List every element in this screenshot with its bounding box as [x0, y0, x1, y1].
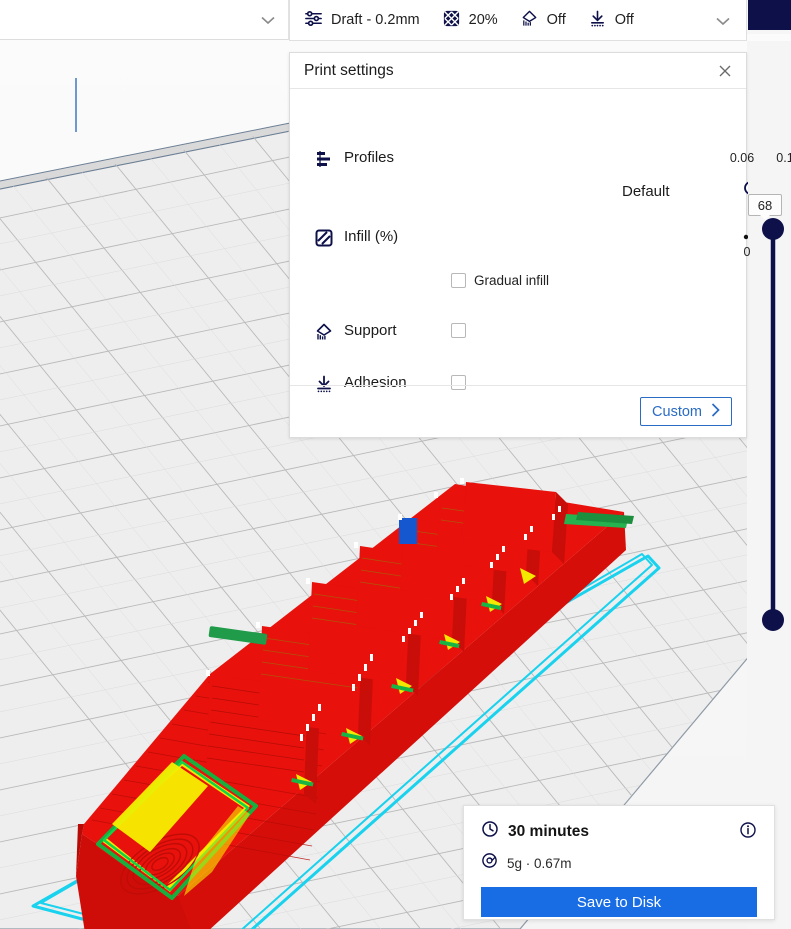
adhesion-label: Adhesion	[344, 374, 407, 391]
summary-infill-label: 20%	[468, 12, 498, 28]
adhesion-checkbox[interactable]	[451, 375, 466, 390]
print-job-info-card: 30 minutes 5g · 0.67m Save to Disk	[463, 805, 775, 920]
profiles-row-icon	[314, 149, 334, 169]
summary-support[interactable]: Off	[520, 9, 566, 32]
profile-tick-1: 0.1	[776, 151, 791, 165]
infill-label: Infill (%)	[344, 228, 399, 245]
layer-value-bubble: 68	[748, 194, 782, 216]
summary-profile[interactable]: Draft - 0.2mm	[304, 9, 420, 32]
profile-current-name: Default	[622, 183, 670, 200]
infill-slider[interactable]	[290, 89, 748, 385]
profile-slider[interactable]	[290, 89, 748, 385]
material-row: 5g · 0.67m	[481, 852, 757, 874]
material-usage: 5g · 0.67m	[507, 855, 572, 871]
adhesion-row-icon	[314, 374, 334, 394]
summary-chevron-down-icon[interactable]	[716, 13, 730, 31]
summary-infill[interactable]: 20%	[442, 9, 498, 32]
custom-button-label: Custom	[652, 403, 702, 420]
close-icon[interactable]	[716, 62, 734, 80]
infill-row-icon	[314, 228, 334, 248]
clock-icon	[481, 820, 499, 843]
support-icon	[520, 9, 539, 32]
support-checkbox[interactable]	[451, 323, 466, 338]
print-settings-panel: Print settings Profiles Default 0.	[289, 52, 791, 438]
support-row-icon	[314, 322, 334, 342]
panel-title: Print settings	[304, 61, 394, 79]
adhesion-icon	[588, 9, 607, 32]
top-left-bar	[0, 0, 289, 40]
panel-body: Profiles Default 0.06 0.1 0.15 0.2 0.3 0…	[290, 89, 791, 393]
save-to-disk-button[interactable]: Save to Disk	[481, 887, 757, 917]
layer-slider-lower-handle	[762, 609, 784, 631]
summary-adhesion[interactable]: Off	[588, 9, 634, 32]
summary-support-label: Off	[546, 12, 566, 28]
layer-view-slider[interactable]: 68	[745, 185, 791, 645]
print-time-value: 30 minutes	[508, 822, 589, 840]
info-icon[interactable]	[739, 821, 757, 844]
right-strip-background	[747, 41, 791, 929]
profiles-label: Profiles	[344, 149, 395, 166]
print-time-row: 30 minutes	[481, 820, 757, 843]
top-right-accent	[748, 0, 791, 30]
layer-value: 68	[757, 197, 773, 213]
gradual-infill-checkbox[interactable]	[451, 273, 466, 288]
print-settings-summary-bar[interactable]: Draft - 0.2mm 20%	[289, 0, 747, 41]
panel-header: Print settings	[290, 53, 746, 89]
infill-tick-0: 0	[743, 245, 751, 259]
gradual-infill-label: Gradual infill	[474, 273, 550, 288]
infill-grid-icon	[442, 9, 461, 32]
custom-button[interactable]: Custom	[640, 397, 732, 426]
summary-profile-label: Draft - 0.2mm	[331, 12, 420, 28]
panel-footer: Custom	[290, 385, 746, 437]
chevron-right-icon	[711, 402, 720, 421]
summary-adhesion-label: Off	[614, 12, 634, 28]
profile-sliders-icon	[304, 9, 323, 32]
spool-icon	[481, 852, 498, 874]
profile-tick-0: 0.06	[729, 151, 755, 165]
layer-slider-track[interactable]	[745, 185, 791, 645]
sliced-model	[31, 478, 661, 929]
layer-slider-upper-handle	[762, 218, 784, 240]
chevron-down-icon[interactable]	[261, 12, 275, 30]
support-label: Support	[344, 322, 397, 339]
